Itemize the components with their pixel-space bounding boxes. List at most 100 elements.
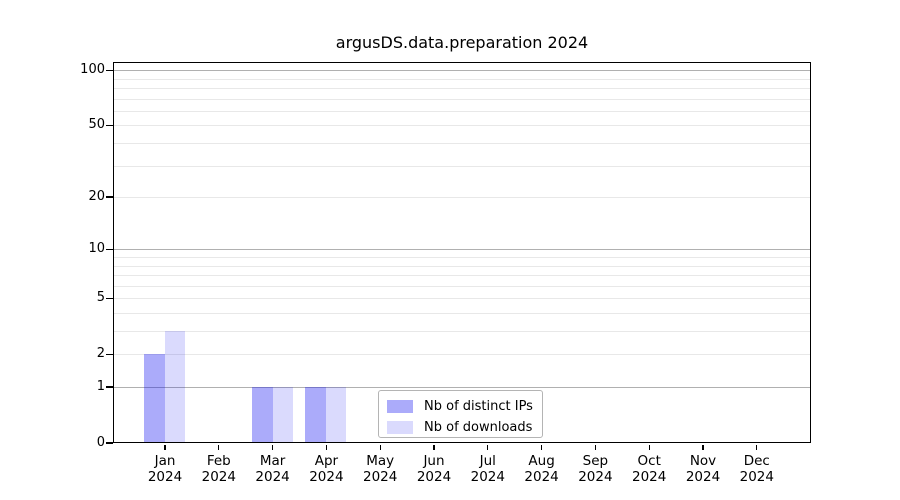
legend-swatch-downloads <box>387 421 413 434</box>
minor-gridline <box>113 265 811 267</box>
plot-area <box>113 62 811 443</box>
x-tick-mark <box>648 444 650 450</box>
bar-nb-of-distinct-ips-apr-2024 <box>305 387 327 443</box>
x-tick-label: Sep 2024 <box>565 453 625 485</box>
minor-gridline <box>113 98 811 100</box>
x-tick-label-line: Jul <box>479 453 496 469</box>
y-tick-label: 100 <box>80 62 105 78</box>
x-tick-mark <box>487 444 489 450</box>
y-tick-label: 20 <box>88 189 105 205</box>
minor-gridline <box>113 111 811 113</box>
x-tick-label-line: Sep <box>582 453 609 469</box>
chart-title: argusDS.data.preparation 2024 <box>335 33 589 52</box>
x-tick-mark <box>756 444 758 450</box>
x-tick-label-line: 2024 <box>255 469 290 485</box>
minor-gridline <box>113 313 811 315</box>
y-tick-mark <box>106 297 113 299</box>
x-tick-label-line: 2024 <box>416 469 452 485</box>
x-tick-mark <box>594 444 597 450</box>
x-tick-label-line: 2024 <box>309 469 344 485</box>
bar-nb-of-distinct-ips-mar-2024 <box>251 387 273 443</box>
x-tick-label-line: Jan <box>154 453 176 469</box>
minor-gridline <box>113 125 811 127</box>
major-gridline <box>113 387 811 389</box>
y-tick-mark <box>106 124 113 127</box>
x-tick-mark <box>164 444 166 450</box>
x-tick-label: Apr 2024 <box>296 453 356 485</box>
x-tick-label: Oct 2024 <box>619 453 679 485</box>
minor-gridline <box>113 275 811 277</box>
minor-gridline <box>113 88 811 90</box>
minor-gridline <box>113 78 811 80</box>
x-tick-label-line: 2024 <box>632 469 667 485</box>
x-tick-mark <box>433 444 435 450</box>
bar-nb-of-distinct-ips-jan-2024 <box>144 354 165 443</box>
y-tick-label: 5 <box>96 290 105 306</box>
bar-nb-of-downloads-apr-2024 <box>326 387 347 443</box>
x-tick-label-line: Feb <box>206 453 231 469</box>
x-tick-mark <box>218 444 220 450</box>
x-tick-label: Dec 2024 <box>727 453 787 485</box>
minor-gridline <box>113 298 811 300</box>
x-tick-label-line: Apr <box>314 453 339 469</box>
x-tick-label-line: Oct <box>637 453 661 469</box>
y-tick-label: 2 <box>96 346 105 362</box>
x-tick-label-line: 2024 <box>363 469 398 485</box>
y-tick-mark <box>106 386 113 388</box>
x-tick-label: Jun 2024 <box>404 453 464 485</box>
minor-gridline <box>113 331 811 333</box>
legend-item-downloads: Nb of downloads <box>387 419 542 436</box>
x-tick-label-line: May <box>366 453 395 469</box>
x-tick-label-line: 2024 <box>685 469 721 485</box>
x-tick-label-line: Jun <box>423 453 445 469</box>
x-tick-label-line: 2024 <box>147 469 183 485</box>
x-tick-label: Jan 2024 <box>135 453 195 485</box>
bar-nb-of-downloads-jan-2024 <box>165 331 185 443</box>
y-tick-label: 0 <box>96 435 105 450</box>
x-tick-label-line: Nov <box>689 453 717 469</box>
x-tick-label-line: 2024 <box>470 469 505 485</box>
legend: Nb of distinct IPs Nb of downloads <box>378 390 543 438</box>
x-tick-label-line: 2024 <box>524 469 559 485</box>
x-tick-label-line: 2024 <box>739 469 774 485</box>
legend-swatch-distinct-ips <box>387 400 413 413</box>
minor-gridline <box>113 143 811 145</box>
x-tick-label: Mar 2024 <box>243 453 303 485</box>
y-tick-label: 10 <box>88 241 105 257</box>
major-gridline <box>113 249 811 251</box>
x-tick-label: Nov 2024 <box>673 453 733 485</box>
major-gridline <box>113 70 811 72</box>
y-tick-mark <box>106 248 113 250</box>
x-tick-mark <box>325 444 328 450</box>
x-tick-mark <box>540 444 543 450</box>
x-tick-label: Aug 2024 <box>512 453 572 485</box>
x-tick-label-line: 2024 <box>578 469 613 485</box>
y-tick-mark <box>106 353 113 355</box>
minor-gridline <box>113 197 811 199</box>
x-tick-mark <box>271 444 274 450</box>
x-tick-label-line: 2024 <box>201 469 236 485</box>
y-tick-label: 50 <box>88 117 105 133</box>
minor-gridline <box>113 165 811 167</box>
y-tick-mark <box>106 69 113 71</box>
minor-gridline <box>113 354 811 356</box>
y-tick-mark <box>106 442 113 444</box>
x-tick-label: Jul 2024 <box>458 453 518 485</box>
bar-nb-of-downloads-mar-2024 <box>272 387 293 443</box>
legend-label-downloads: Nb of downloads <box>424 419 533 435</box>
axes-spines <box>113 62 811 443</box>
x-tick-label-line: Dec <box>743 453 770 469</box>
minor-gridline <box>113 257 811 259</box>
y-tick-label: 1 <box>96 379 105 395</box>
y-tick-mark <box>106 196 113 198</box>
x-tick-label-line: Aug <box>528 453 555 469</box>
x-tick-mark <box>702 444 704 450</box>
minor-gridline <box>113 285 811 287</box>
legend-item-distinct-ips: Nb of distinct IPs <box>387 398 542 415</box>
x-tick-label-line: Mar <box>259 453 286 469</box>
x-tick-label: Feb 2024 <box>189 453 249 485</box>
x-tick-mark <box>379 444 381 450</box>
x-tick-label: May 2024 <box>350 453 410 485</box>
legend-label-distinct-ips: Nb of distinct IPs <box>424 398 533 414</box>
